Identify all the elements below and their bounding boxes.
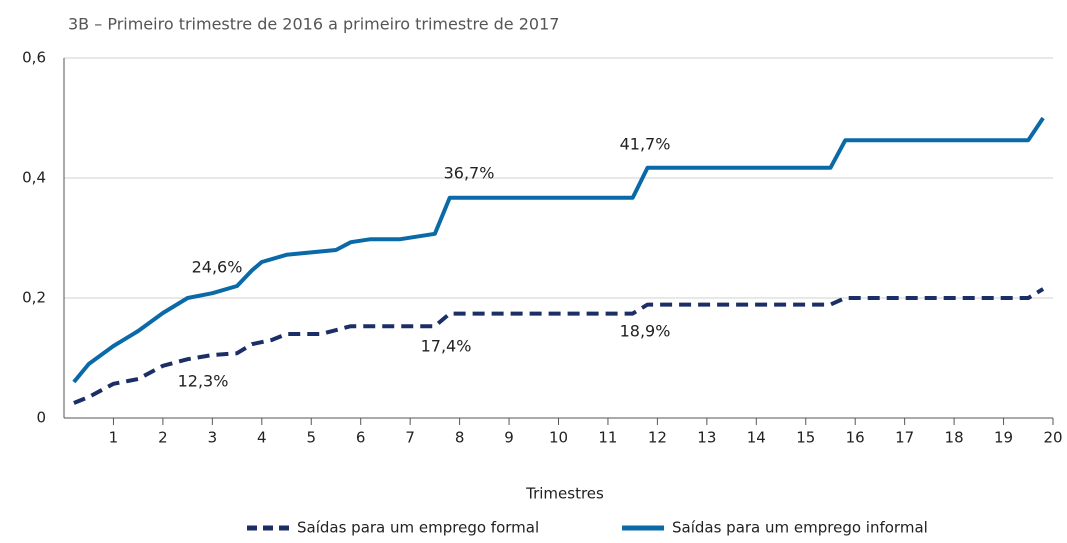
- x-tick-label: 8: [455, 429, 465, 447]
- x-tick-label: 13: [697, 429, 716, 447]
- x-tick-label: 14: [747, 429, 766, 447]
- annotation: 12,3%: [178, 372, 229, 391]
- x-tick-label: 3: [208, 429, 218, 447]
- series-line: [72, 116, 1045, 384]
- annotation: 18,9%: [620, 322, 671, 341]
- x-tick-label: 5: [306, 429, 316, 447]
- x-tick-label: 17: [895, 429, 914, 447]
- chart-title: 3B – Primeiro trimestre de 2016 a primei…: [68, 15, 559, 34]
- legend-label: Saídas para um emprego formal: [297, 519, 539, 537]
- annotation: 17,4%: [421, 337, 472, 356]
- annotation: 41,7%: [620, 135, 671, 154]
- x-tick-label: 4: [257, 429, 267, 447]
- series-line: [73, 287, 1045, 405]
- y-tick-label: 0,4: [22, 169, 46, 187]
- annotation: 24,6%: [192, 258, 243, 277]
- x-tick-label: 6: [356, 429, 366, 447]
- x-tick-label: 12: [648, 429, 667, 447]
- x-tick-label: 19: [994, 429, 1013, 447]
- x-tick-label: 10: [549, 429, 568, 447]
- x-tick-label: 15: [796, 429, 815, 447]
- y-tick-label: 0,2: [22, 289, 46, 307]
- x-tick-label: 11: [598, 429, 617, 447]
- x-tick-label: 16: [846, 429, 865, 447]
- x-tick-label: 20: [1043, 429, 1062, 447]
- x-tick-label: 2: [158, 429, 168, 447]
- x-axis-label: Trimestres: [525, 485, 604, 503]
- y-tick-label: 0,6: [22, 49, 46, 67]
- annotation: 36,7%: [444, 164, 495, 183]
- x-tick-label: 18: [945, 429, 964, 447]
- x-tick-label: 1: [109, 429, 119, 447]
- x-tick-label: 9: [504, 429, 514, 447]
- legend-label: Saídas para um emprego informal: [672, 519, 928, 537]
- y-tick-label: 0: [36, 409, 46, 427]
- x-tick-label: 7: [405, 429, 415, 447]
